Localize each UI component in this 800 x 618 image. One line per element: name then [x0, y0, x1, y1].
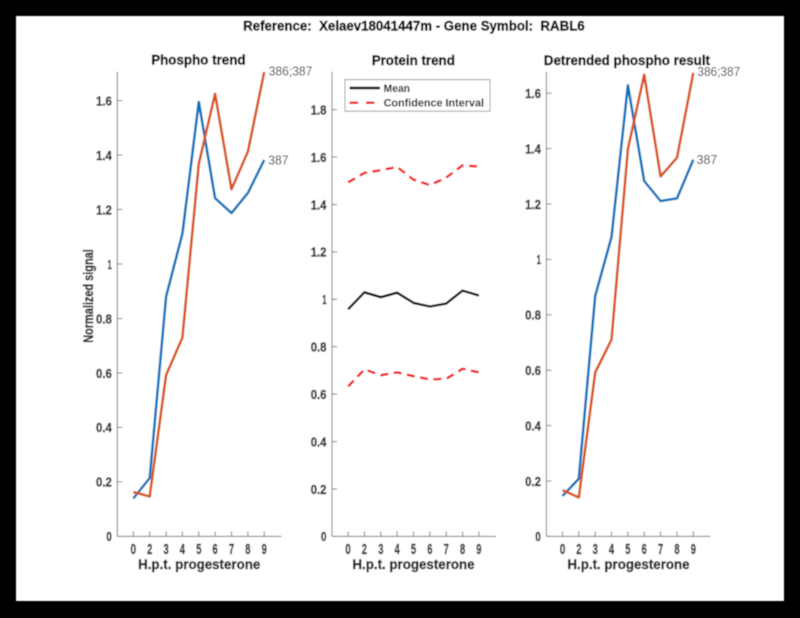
svg-text:1: 1 — [108, 257, 112, 272]
svg-text:5: 5 — [625, 542, 630, 558]
svg-text:0.4: 0.4 — [311, 434, 327, 449]
svg-text:Protein trend: Protein trend — [372, 53, 455, 69]
svg-text:386;387: 386;387 — [269, 64, 313, 79]
svg-text:0.6: 0.6 — [525, 363, 541, 378]
svg-text:6: 6 — [213, 542, 218, 558]
svg-text:5: 5 — [411, 542, 416, 558]
svg-text:0.2: 0.2 — [311, 482, 327, 497]
svg-text:4: 4 — [609, 542, 615, 558]
svg-text:H.p.t. progesterone: H.p.t. progesterone — [352, 557, 474, 573]
svg-text:3: 3 — [164, 542, 169, 558]
svg-text:Confidence Interval: Confidence Interval — [384, 98, 484, 110]
svg-text:Phospho trend: Phospho trend — [151, 52, 245, 68]
svg-text:0.8: 0.8 — [311, 340, 327, 355]
svg-text:1.4: 1.4 — [311, 197, 327, 212]
svg-text:387: 387 — [268, 153, 288, 168]
svg-text:Mean: Mean — [384, 83, 411, 95]
svg-text:Detrended phospho result: Detrended phospho result — [544, 53, 710, 69]
svg-text:0.8: 0.8 — [525, 308, 541, 323]
svg-text:0: 0 — [535, 529, 541, 544]
svg-text:0: 0 — [321, 529, 327, 544]
svg-text:0.6: 0.6 — [96, 366, 112, 381]
svg-text:7: 7 — [229, 542, 234, 558]
svg-text:1.4: 1.4 — [525, 141, 541, 156]
svg-text:0.4: 0.4 — [525, 418, 541, 433]
svg-text:2: 2 — [576, 542, 581, 558]
svg-text:2: 2 — [147, 542, 152, 558]
svg-text:0.4: 0.4 — [96, 420, 112, 435]
svg-text:4: 4 — [180, 542, 186, 558]
svg-text:0: 0 — [106, 529, 112, 544]
svg-text:9: 9 — [262, 542, 267, 558]
svg-text:1.6: 1.6 — [96, 93, 112, 108]
svg-text:7: 7 — [444, 542, 449, 558]
svg-text:Normalized signal: Normalized signal — [81, 249, 97, 343]
svg-text:H.p.t. progesterone: H.p.t. progesterone — [567, 557, 689, 573]
svg-text:0: 0 — [345, 542, 351, 558]
svg-text:H.p.t. progesterone: H.p.t. progesterone — [138, 557, 260, 573]
svg-text:5: 5 — [196, 542, 201, 558]
svg-text:8: 8 — [460, 542, 465, 558]
svg-text:4: 4 — [395, 542, 401, 558]
svg-text:9: 9 — [476, 542, 481, 558]
svg-text:1.4: 1.4 — [96, 148, 112, 163]
svg-text:1.2: 1.2 — [96, 202, 112, 217]
svg-text:2: 2 — [362, 542, 367, 558]
svg-text:1.2: 1.2 — [311, 245, 327, 260]
svg-text:386;387: 386;387 — [697, 64, 740, 79]
svg-text:0.2: 0.2 — [525, 474, 541, 489]
svg-text:387: 387 — [697, 152, 718, 167]
svg-text:0.2: 0.2 — [96, 475, 112, 490]
svg-text:1.2: 1.2 — [525, 197, 541, 212]
svg-text:0.8: 0.8 — [96, 311, 112, 326]
svg-text:9: 9 — [691, 542, 696, 558]
svg-text:1: 1 — [537, 252, 541, 267]
svg-text:3: 3 — [593, 542, 598, 558]
svg-text:6: 6 — [642, 542, 647, 558]
svg-text:8: 8 — [674, 542, 679, 558]
svg-text:0: 0 — [560, 542, 566, 558]
svg-text:0.6: 0.6 — [311, 387, 327, 402]
svg-text:7: 7 — [658, 542, 663, 558]
svg-text:1.6: 1.6 — [311, 150, 327, 165]
svg-text:6: 6 — [427, 542, 432, 558]
svg-text:0: 0 — [131, 542, 137, 558]
svg-text:1: 1 — [322, 292, 326, 307]
svg-text:1.8: 1.8 — [311, 102, 327, 117]
svg-text:Reference: Xelaev18041447m -: Reference: Xelaev18041447m - Gene Symbol… — [243, 19, 585, 35]
svg-text:3: 3 — [378, 542, 383, 558]
svg-text:1.6: 1.6 — [525, 86, 541, 101]
svg-text:8: 8 — [245, 542, 250, 558]
